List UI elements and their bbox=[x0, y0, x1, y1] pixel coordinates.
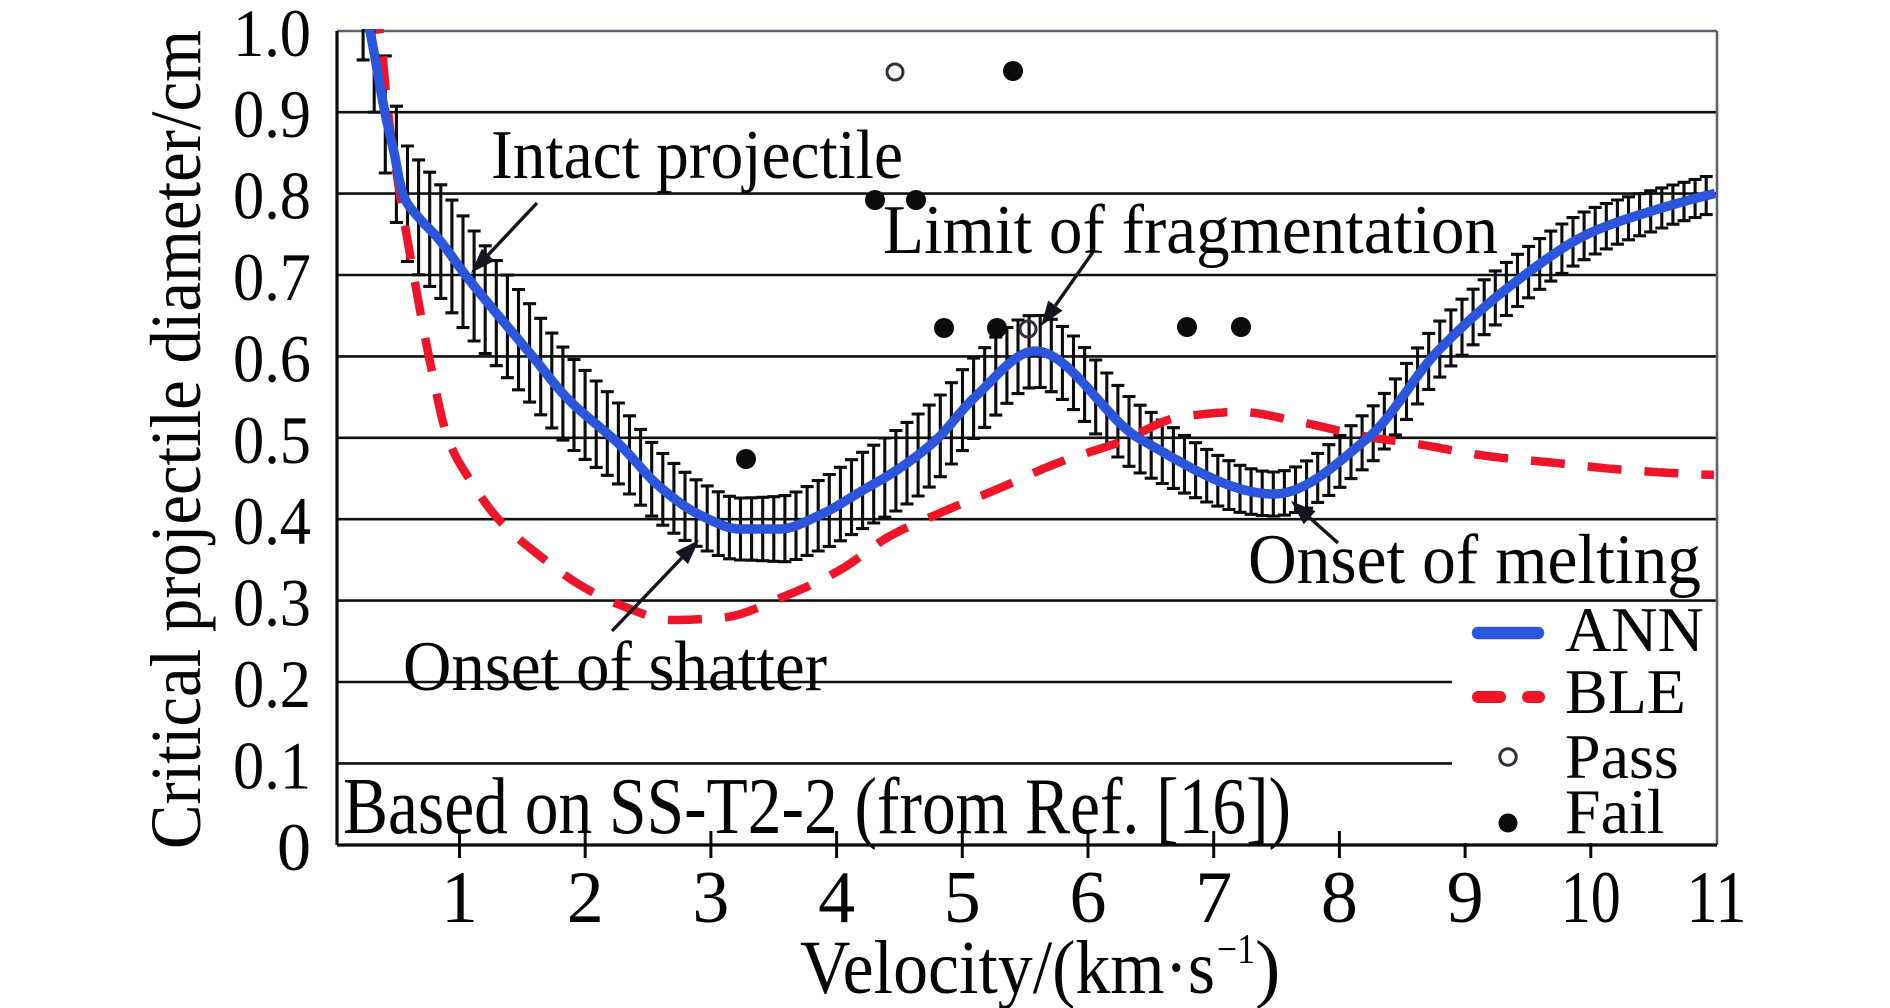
svg-text:0.3: 0.3 bbox=[233, 565, 311, 641]
svg-text:Onset of melting: Onset of melting bbox=[1248, 521, 1701, 599]
svg-text:1.0: 1.0 bbox=[233, 0, 311, 71]
svg-text:0.8: 0.8 bbox=[233, 158, 311, 234]
svg-text:Fail: Fail bbox=[1565, 776, 1665, 847]
svg-text:10: 10 bbox=[1561, 857, 1621, 939]
svg-text:0.5: 0.5 bbox=[233, 402, 311, 478]
svg-text:Intact projectile: Intact projectile bbox=[491, 117, 903, 194]
svg-text:0.2: 0.2 bbox=[233, 646, 311, 722]
svg-text:Velocity/(km·s: Velocity/(km·s bbox=[800, 926, 1215, 1008]
svg-text:9: 9 bbox=[1447, 857, 1484, 939]
svg-text:3: 3 bbox=[692, 857, 729, 939]
svg-text:6: 6 bbox=[1070, 857, 1107, 939]
svg-text:8: 8 bbox=[1321, 857, 1358, 939]
svg-text:1: 1 bbox=[441, 857, 478, 939]
svg-text:Onset of shatter: Onset of shatter bbox=[403, 628, 827, 706]
svg-text:−1: −1 bbox=[1217, 927, 1255, 973]
svg-text:BLE: BLE bbox=[1565, 656, 1686, 727]
svg-text:): ) bbox=[1255, 926, 1280, 1008]
svg-text:0.6: 0.6 bbox=[233, 320, 311, 396]
svg-text:ANN: ANN bbox=[1565, 594, 1704, 665]
svg-text:0.1: 0.1 bbox=[233, 727, 311, 803]
svg-text:0.4: 0.4 bbox=[233, 483, 311, 559]
svg-text:0.7: 0.7 bbox=[233, 239, 311, 315]
svg-text:2: 2 bbox=[567, 857, 604, 939]
svg-text:5: 5 bbox=[944, 857, 981, 939]
svg-text:Critical projectile diameter/c: Critical projectile diameter/cm bbox=[136, 30, 216, 849]
svg-text:0.9: 0.9 bbox=[233, 76, 311, 152]
svg-text:Limit of fragmentation: Limit of fragmentation bbox=[883, 192, 1498, 269]
svg-text:0: 0 bbox=[277, 809, 311, 885]
svg-text:Based on SS-T2-2 (from Ref. [1: Based on SS-T2-2 (from Ref. [16]) bbox=[343, 761, 1291, 851]
svg-text:Pass: Pass bbox=[1565, 721, 1679, 792]
svg-text:4: 4 bbox=[818, 857, 855, 939]
svg-text:11: 11 bbox=[1687, 857, 1747, 939]
svg-text:7: 7 bbox=[1195, 857, 1232, 939]
